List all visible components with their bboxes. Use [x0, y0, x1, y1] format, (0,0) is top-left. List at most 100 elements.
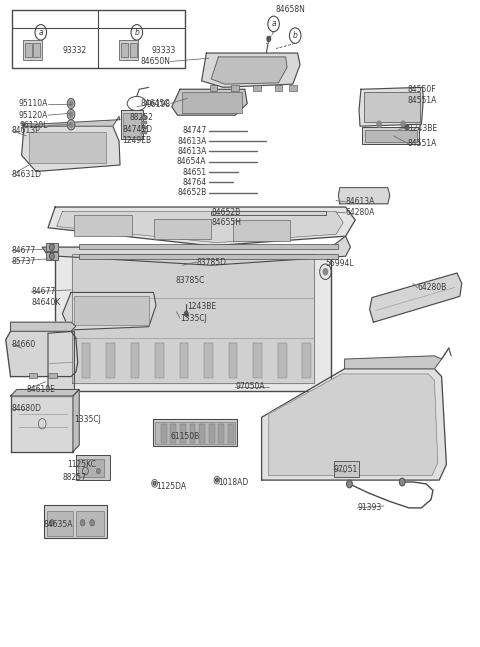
Text: 84613A: 84613A: [346, 197, 375, 206]
Text: 84551A: 84551A: [408, 96, 437, 105]
Circle shape: [267, 36, 271, 41]
Text: 1335CJ: 1335CJ: [180, 314, 207, 323]
Circle shape: [347, 480, 352, 488]
Bar: [231, 85, 239, 91]
Text: 96120L: 96120L: [20, 121, 48, 130]
Bar: [289, 85, 297, 91]
Text: a: a: [38, 28, 43, 37]
Text: 84677: 84677: [12, 246, 36, 255]
Text: 84652B: 84652B: [177, 188, 206, 197]
Bar: [48, 373, 57, 378]
Text: 84764: 84764: [182, 178, 206, 187]
Text: 84645C: 84645C: [141, 99, 170, 108]
Text: 84747: 84747: [182, 126, 206, 135]
Bar: [142, 116, 147, 119]
Text: 84640K: 84640K: [31, 298, 60, 307]
Text: 84635A: 84635A: [43, 520, 72, 529]
Text: 84660: 84660: [12, 340, 36, 349]
Bar: [204, 343, 213, 378]
Bar: [365, 130, 417, 142]
Bar: [142, 131, 147, 134]
Text: 84652B: 84652B: [211, 208, 240, 217]
Text: 84745D: 84745D: [122, 125, 153, 134]
Circle shape: [69, 112, 73, 117]
Circle shape: [67, 98, 75, 109]
Bar: [155, 422, 235, 444]
Text: 96198: 96198: [146, 100, 170, 109]
Bar: [142, 121, 147, 124]
Text: 1018AD: 1018AD: [218, 477, 249, 487]
Text: 84654A: 84654A: [177, 157, 206, 166]
Bar: [275, 85, 282, 91]
Text: 84610E: 84610E: [26, 385, 55, 394]
Circle shape: [184, 311, 188, 316]
Polygon shape: [22, 126, 120, 171]
Polygon shape: [345, 356, 442, 369]
Text: 97051: 97051: [334, 465, 358, 474]
Text: b: b: [293, 31, 298, 40]
Text: 93332: 93332: [62, 46, 87, 55]
Circle shape: [377, 121, 382, 127]
Bar: [76, 511, 104, 536]
Circle shape: [96, 468, 100, 474]
Circle shape: [216, 478, 218, 482]
Polygon shape: [62, 292, 156, 330]
Bar: [364, 92, 420, 122]
Text: 88252: 88252: [130, 113, 154, 122]
Polygon shape: [269, 374, 438, 476]
Circle shape: [67, 109, 75, 120]
Circle shape: [401, 121, 406, 127]
Bar: [25, 43, 32, 57]
Polygon shape: [6, 331, 78, 377]
Bar: [278, 343, 287, 378]
Text: 84655H: 84655H: [211, 218, 241, 227]
Bar: [78, 459, 104, 477]
Text: 84613A: 84613A: [177, 147, 206, 156]
Text: a: a: [271, 19, 276, 28]
Polygon shape: [211, 211, 326, 215]
Text: 88257: 88257: [62, 473, 86, 482]
Text: 1125DA: 1125DA: [156, 482, 186, 491]
Circle shape: [80, 520, 85, 526]
Text: 64280B: 64280B: [418, 283, 447, 292]
Text: 91393: 91393: [358, 503, 382, 512]
Polygon shape: [73, 389, 79, 452]
Polygon shape: [55, 247, 331, 391]
Bar: [199, 424, 205, 443]
Circle shape: [69, 122, 73, 127]
Circle shape: [90, 520, 95, 526]
Bar: [233, 220, 290, 241]
Bar: [209, 424, 215, 443]
Bar: [229, 343, 238, 378]
Bar: [23, 40, 42, 60]
Bar: [44, 505, 107, 538]
Circle shape: [399, 478, 405, 486]
Bar: [253, 85, 261, 91]
Bar: [180, 424, 186, 443]
Bar: [180, 343, 188, 378]
Text: 84613P: 84613P: [12, 126, 41, 135]
Bar: [161, 424, 167, 443]
Polygon shape: [57, 212, 343, 243]
Circle shape: [67, 120, 75, 130]
Text: 84658N: 84658N: [276, 5, 306, 14]
Bar: [29, 373, 37, 378]
Text: 84631D: 84631D: [12, 170, 42, 179]
Polygon shape: [11, 322, 76, 331]
Bar: [29, 132, 106, 163]
Text: 61150B: 61150B: [170, 432, 200, 441]
Text: 84551A: 84551A: [408, 139, 437, 148]
Bar: [228, 424, 234, 443]
Bar: [182, 92, 242, 113]
Bar: [142, 126, 147, 129]
Bar: [121, 43, 128, 57]
Bar: [123, 113, 141, 137]
Polygon shape: [72, 254, 314, 383]
Text: 97050A: 97050A: [235, 382, 265, 391]
Bar: [79, 244, 338, 249]
Text: 1243BE: 1243BE: [187, 302, 216, 311]
Bar: [190, 424, 195, 443]
Bar: [253, 343, 262, 378]
Text: 84651: 84651: [182, 168, 206, 177]
Bar: [46, 243, 58, 251]
